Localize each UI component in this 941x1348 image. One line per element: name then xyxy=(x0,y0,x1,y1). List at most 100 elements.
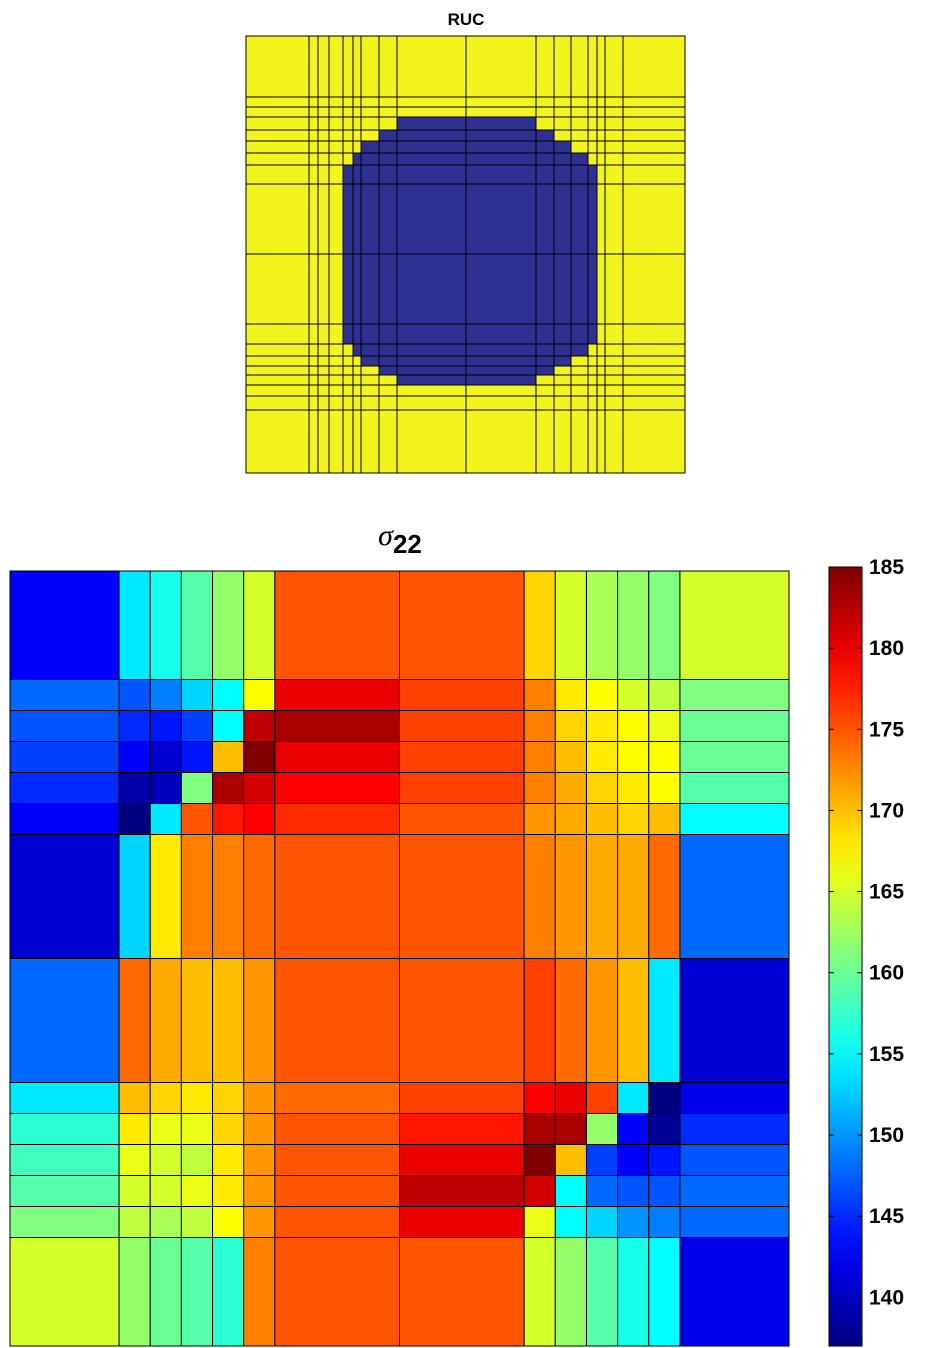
heatmap-cell xyxy=(648,710,681,742)
ruc-fiber-cell xyxy=(353,153,588,165)
stress-title-symbol: σ xyxy=(378,519,394,552)
heatmap-cell xyxy=(679,570,790,680)
heatmap-cell xyxy=(243,741,276,773)
heatmap-cell xyxy=(617,1237,650,1347)
heatmap-cell xyxy=(399,772,525,804)
heatmap-cell xyxy=(523,1237,556,1347)
heatmap-cell xyxy=(149,1237,182,1347)
heatmap-cell xyxy=(399,1082,525,1114)
heatmap-cell xyxy=(585,1113,619,1145)
heatmap-cell xyxy=(243,958,276,1083)
heatmap-cell xyxy=(9,710,120,742)
colorbar-gradient xyxy=(828,566,863,1347)
heatmap-cell xyxy=(274,741,400,773)
heatmap-cell xyxy=(149,1144,182,1176)
heatmap-cell xyxy=(180,1237,214,1347)
heatmap-cell xyxy=(648,834,681,959)
ruc-frame xyxy=(245,35,686,474)
heatmap-cell xyxy=(212,958,245,1083)
ruc-fiber-cell xyxy=(343,324,597,344)
heatmap-cell xyxy=(212,834,245,959)
heatmap-cell xyxy=(9,803,120,835)
heatmap-cell xyxy=(648,1175,681,1207)
heatmap-cell xyxy=(523,803,556,835)
heatmap-cell xyxy=(399,570,525,680)
heatmap-cell xyxy=(679,1144,790,1176)
heatmap-cell xyxy=(149,710,182,742)
heatmap-cell xyxy=(523,1175,556,1207)
stress-frame xyxy=(9,570,790,1347)
ruc-plot xyxy=(245,35,686,474)
heatmap-cell xyxy=(617,834,650,959)
heatmap-cell xyxy=(679,1206,790,1238)
heatmap-cell xyxy=(243,570,276,680)
heatmap-cell xyxy=(243,1206,276,1238)
heatmap-cell xyxy=(9,772,120,804)
heatmap-cell xyxy=(617,1144,650,1176)
heatmap-cell xyxy=(523,570,556,680)
heatmap-cell xyxy=(648,570,681,680)
heatmap-cell xyxy=(180,570,214,680)
ruc-fiber-cell xyxy=(353,344,588,356)
heatmap-cell xyxy=(9,1237,120,1347)
heatmap-cell xyxy=(648,1144,681,1176)
heatmap-cell xyxy=(180,1175,214,1207)
ruc-title: RUC xyxy=(448,10,485,29)
heatmap-cell xyxy=(180,1144,214,1176)
stress-title-subscript: 22 xyxy=(393,529,422,559)
heatmap-cell xyxy=(679,679,790,711)
colorbar: 140 145 150 155 160 165 170 175 180 185 xyxy=(828,556,904,1347)
heatmap-cell xyxy=(9,834,120,959)
heatmap-cell xyxy=(554,1206,587,1238)
heatmap-cell xyxy=(212,1237,245,1347)
heatmap-cell xyxy=(585,1082,619,1114)
heatmap-cell xyxy=(679,834,790,959)
heatmap-cell xyxy=(554,958,587,1083)
heatmap-cell xyxy=(523,958,556,1083)
stress-title: σ22 xyxy=(378,519,422,559)
heatmap-cell xyxy=(274,834,400,959)
heatmap-cell xyxy=(118,1144,151,1176)
heatmap-cell xyxy=(523,741,556,773)
heatmap-cell xyxy=(399,1175,525,1207)
heatmap-cell xyxy=(554,803,587,835)
heatmap-cell xyxy=(149,1082,182,1114)
heatmap-cell xyxy=(399,834,525,959)
heatmap-cell xyxy=(585,958,619,1083)
heatmap-cell xyxy=(585,834,619,959)
heatmap-cell xyxy=(648,1206,681,1238)
heatmap-cell xyxy=(274,1082,400,1114)
heatmap-cell xyxy=(648,958,681,1083)
heatmap-cell xyxy=(617,1113,650,1145)
heatmap-cell xyxy=(149,958,182,1083)
heatmap-cell xyxy=(617,958,650,1083)
heatmap-cell xyxy=(585,1237,619,1347)
heatmap-cell xyxy=(679,1113,790,1145)
heatmap-cell xyxy=(212,741,245,773)
heatmap-cell xyxy=(149,1206,182,1238)
heatmap-cell xyxy=(9,741,120,773)
heatmap-cell xyxy=(585,570,619,680)
heatmap-cell xyxy=(9,570,120,680)
heatmap-cell xyxy=(9,1082,120,1114)
heatmap-cell xyxy=(274,710,400,742)
heatmap-cell xyxy=(554,1082,587,1114)
heatmap-cell xyxy=(274,1206,400,1238)
stress-plot xyxy=(9,570,790,1347)
heatmap-cell xyxy=(523,679,556,711)
heatmap-cell xyxy=(9,679,120,711)
heatmap-cell xyxy=(243,710,276,742)
heatmap-cell xyxy=(399,710,525,742)
heatmap-cell xyxy=(212,679,245,711)
colorbar-tick-label: 175 xyxy=(869,718,904,741)
heatmap-cell xyxy=(585,1175,619,1207)
heatmap-cell xyxy=(274,1175,400,1207)
heatmap-cell xyxy=(118,1206,151,1238)
ruc-fiber-cell xyxy=(343,254,597,324)
heatmap-cell xyxy=(149,741,182,773)
heatmap-cell xyxy=(617,710,650,742)
heatmap-cell xyxy=(679,1175,790,1207)
colorbar-tick-label: 160 xyxy=(869,962,904,985)
heatmap-cell xyxy=(212,1206,245,1238)
